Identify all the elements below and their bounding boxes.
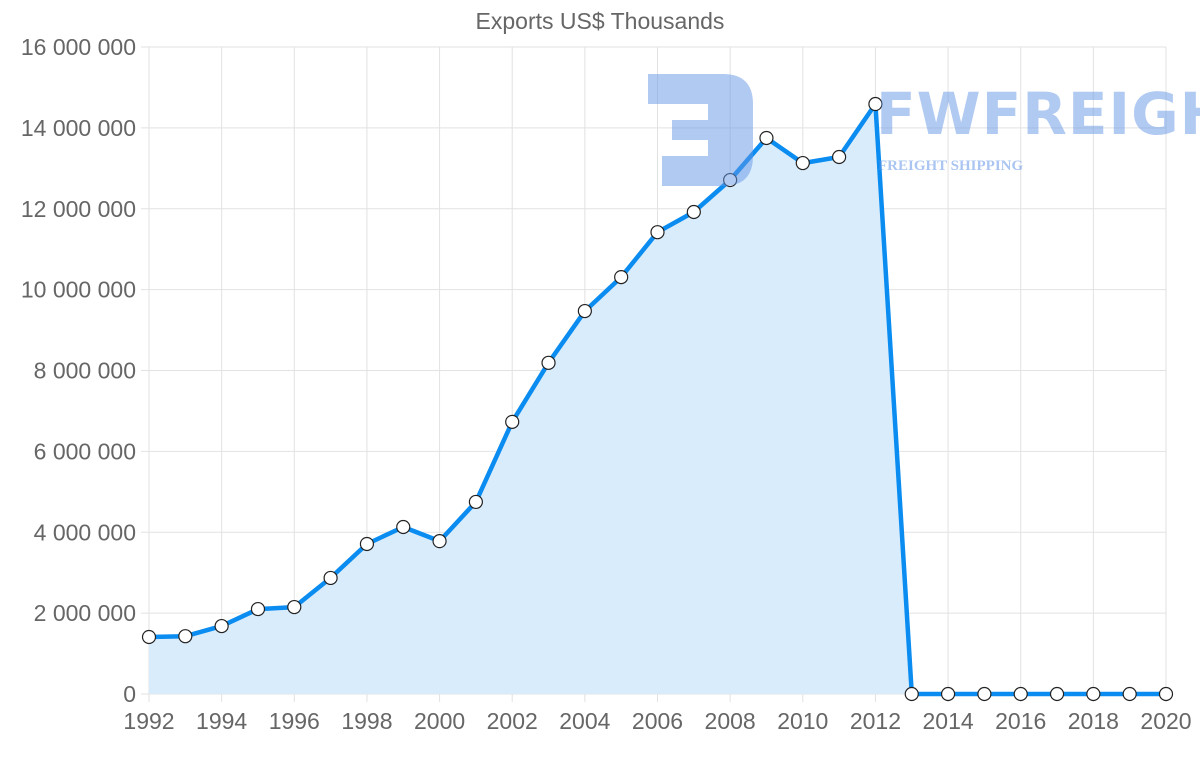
y-axis-labels: 0 2 000 000 4 000 000 6 000 000 8 000 000 10 … bbox=[21, 34, 136, 707]
data-point[interactable] bbox=[759, 130, 774, 146]
data-point[interactable] bbox=[468, 494, 483, 510]
svg-text:1996: 1996 bbox=[269, 708, 320, 734]
x-axis-labels: 1992 1994 1996 1998 2000 2002 2004 2006 2008 2010… bbox=[123, 708, 1191, 734]
data-point[interactable] bbox=[1158, 686, 1174, 702]
data-point[interactable] bbox=[904, 686, 919, 702]
svg-text:6 000 000: 6 000 000 bbox=[34, 438, 136, 464]
svg-text:10 000 000: 10 000 000 bbox=[21, 277, 136, 303]
svg-text:2004: 2004 bbox=[559, 708, 610, 734]
data-point[interactable] bbox=[940, 686, 956, 702]
data-point[interactable] bbox=[141, 629, 157, 645]
svg-text:0: 0 bbox=[123, 681, 136, 707]
data-point[interactable] bbox=[250, 601, 266, 617]
data-point[interactable] bbox=[1049, 686, 1065, 702]
svg-text:1992: 1992 bbox=[123, 708, 174, 734]
data-point[interactable] bbox=[396, 519, 411, 535]
svg-text:2012: 2012 bbox=[850, 708, 901, 734]
data-point[interactable] bbox=[577, 303, 592, 319]
data-point[interactable] bbox=[323, 570, 338, 586]
svg-text:1998: 1998 bbox=[341, 708, 392, 734]
svg-text:2010: 2010 bbox=[777, 708, 828, 734]
data-point[interactable] bbox=[795, 155, 810, 171]
data-point[interactable] bbox=[832, 149, 847, 165]
svg-text:2002: 2002 bbox=[487, 708, 538, 734]
svg-text:2008: 2008 bbox=[705, 708, 756, 734]
data-point[interactable] bbox=[541, 355, 556, 370]
svg-text:1994: 1994 bbox=[196, 708, 247, 734]
data-point[interactable] bbox=[287, 599, 302, 615]
data-point[interactable] bbox=[723, 172, 738, 188]
svg-text:2006: 2006 bbox=[632, 708, 683, 734]
chart-title: Exports US$ Thousands bbox=[475, 8, 725, 34]
svg-text:4 000 000: 4 000 000 bbox=[34, 519, 136, 545]
data-point[interactable] bbox=[686, 204, 701, 220]
svg-text:2000: 2000 bbox=[414, 708, 465, 734]
data-points[interactable] bbox=[141, 96, 1174, 702]
data-point[interactable] bbox=[214, 618, 229, 634]
data-point[interactable] bbox=[1122, 686, 1137, 702]
data-point[interactable] bbox=[178, 629, 193, 644]
data-point[interactable] bbox=[505, 414, 520, 429]
svg-text:2018: 2018 bbox=[1068, 708, 1119, 734]
data-point[interactable] bbox=[1013, 686, 1028, 702]
svg-text:2016: 2016 bbox=[995, 708, 1046, 734]
data-point[interactable] bbox=[977, 686, 992, 702]
data-point[interactable] bbox=[614, 269, 629, 285]
svg-text:2 000 000: 2 000 000 bbox=[34, 600, 136, 626]
data-point[interactable] bbox=[650, 225, 665, 240]
data-point[interactable] bbox=[1086, 686, 1101, 702]
svg-text:2020: 2020 bbox=[1140, 708, 1191, 734]
svg-text:2014: 2014 bbox=[922, 708, 973, 734]
data-point[interactable] bbox=[359, 536, 375, 552]
svg-text:8 000 000: 8 000 000 bbox=[34, 358, 136, 384]
svg-text:14 000 000: 14 000 000 bbox=[21, 115, 136, 141]
svg-text:12 000 000: 12 000 000 bbox=[21, 196, 136, 222]
area-fill bbox=[149, 104, 1166, 694]
data-point[interactable] bbox=[432, 534, 447, 549]
data-point[interactable] bbox=[868, 96, 883, 112]
svg-text:16 000 000: 16 000 000 bbox=[21, 34, 136, 60]
